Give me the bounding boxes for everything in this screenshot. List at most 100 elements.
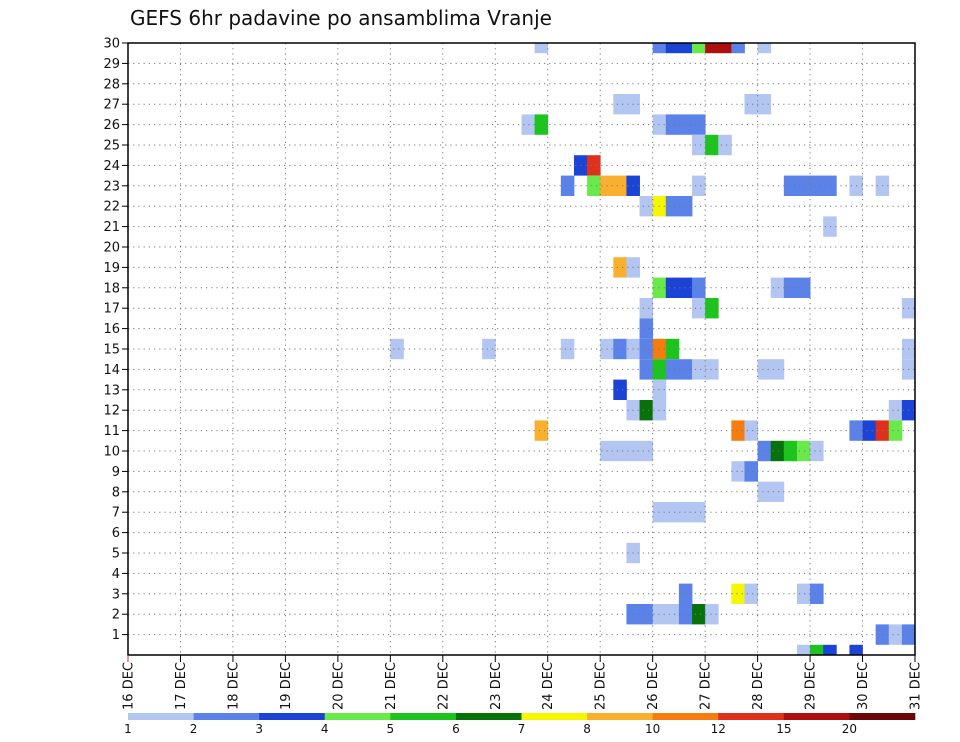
- cell-50: [639, 298, 654, 319]
- cell-95: [796, 440, 811, 462]
- cell-122: [810, 644, 824, 655]
- cell-104: [692, 502, 706, 523]
- cell-102: [665, 502, 680, 523]
- y-tick-label: 14: [103, 363, 120, 378]
- cell-39: [678, 196, 693, 217]
- colorbar-label: 4: [321, 722, 329, 736]
- cell-21: [718, 134, 732, 156]
- x-date-label: 26 DEC: [646, 662, 661, 710]
- cell-97: [731, 461, 745, 482]
- cell-82: [731, 420, 745, 441]
- cell-106: [678, 583, 693, 604]
- y-tick-label: 17: [103, 302, 120, 317]
- cell-52: [705, 298, 719, 319]
- y-tick-label: 10: [103, 445, 120, 460]
- x-date-label: 31 DEC: [909, 662, 924, 710]
- cell-89: [613, 440, 627, 462]
- cell-81: [534, 420, 549, 441]
- colorbar-swatch: [128, 713, 194, 720]
- cell-1: [652, 43, 667, 54]
- cell-92: [757, 440, 772, 462]
- cell-5: [705, 43, 719, 54]
- x-date-label: 24 DEC: [541, 662, 556, 710]
- cell-23: [587, 155, 601, 176]
- y-tick-label: 30: [103, 37, 120, 52]
- cell-6: [718, 43, 732, 54]
- cell-114: [665, 604, 680, 625]
- cell-12: [757, 94, 772, 115]
- cell-46: [692, 277, 706, 298]
- cell-7: [731, 43, 745, 54]
- cell-116: [692, 604, 706, 625]
- cell-44: [665, 277, 680, 298]
- cell-99: [757, 481, 772, 502]
- y-tick-label: 22: [103, 200, 120, 215]
- colorbar-label: 10: [645, 722, 660, 736]
- colorbar-label: 8: [583, 722, 591, 736]
- colorbar-swatch: [587, 713, 653, 720]
- y-tick-label: 5: [112, 547, 120, 562]
- colorbar-label: 6: [452, 722, 460, 736]
- cell-9: [613, 94, 627, 115]
- colorbar-label: 5: [387, 722, 395, 736]
- colorbar-label: 15: [776, 722, 791, 736]
- cell-27: [613, 175, 627, 196]
- colorbar-label: 1: [124, 722, 132, 736]
- colorbar-swatch: [193, 713, 260, 720]
- colorbar-label: 20: [842, 722, 857, 736]
- cell-87: [888, 420, 903, 441]
- cell-47: [770, 277, 785, 298]
- cell-54: [639, 318, 654, 339]
- y-tick-label: 13: [103, 383, 120, 398]
- cell-0: [534, 43, 549, 54]
- cell-107: [731, 583, 745, 604]
- x-date-label: 18 DEC: [226, 662, 241, 710]
- y-tick-label: 3: [112, 587, 120, 602]
- x-date-label: 19 DEC: [279, 662, 294, 710]
- cell-49: [796, 277, 811, 298]
- cell-72: [770, 359, 785, 380]
- cell-74: [613, 379, 627, 400]
- cell-65: [639, 359, 654, 380]
- cell-59: [613, 338, 627, 360]
- cell-98: [744, 461, 758, 482]
- cell-67: [665, 359, 680, 380]
- cell-91: [639, 440, 654, 462]
- y-tick-label: 25: [103, 139, 120, 154]
- y-tick-label: 9: [112, 465, 120, 480]
- cell-110: [810, 583, 824, 604]
- x-date-label: 27 DEC: [699, 662, 714, 710]
- x-date-label: 20 DEC: [331, 662, 346, 710]
- colorbar-swatch: [718, 713, 785, 720]
- y-tick-label: 18: [103, 281, 120, 296]
- cell-48: [783, 277, 798, 298]
- cell-30: [783, 175, 798, 196]
- y-tick-label: 6: [112, 526, 120, 541]
- cell-119: [888, 624, 903, 645]
- y-tick-label: 26: [103, 118, 120, 133]
- x-date-label: 22 DEC: [436, 662, 451, 710]
- cell-20: [705, 134, 719, 156]
- cell-69: [692, 359, 706, 380]
- y-tick-label: 27: [103, 98, 120, 113]
- x-date-label: 25 DEC: [594, 662, 609, 710]
- cell-13: [521, 114, 536, 135]
- y-tick-label: 8: [112, 485, 120, 500]
- cell-71: [757, 359, 772, 380]
- cell-40: [823, 216, 837, 237]
- colorbar-swatch: [324, 713, 391, 720]
- y-tick-label: 4: [112, 567, 120, 582]
- cell-100: [770, 481, 785, 502]
- x-axis: 16 DEC 17 DEC 18 DEC 19 DEC 20 DEC 21 DEC 22 D…: [122, 655, 924, 710]
- cell-8: [757, 43, 772, 54]
- cell-56: [482, 338, 496, 360]
- cell-25: [587, 175, 601, 196]
- cell-93: [770, 440, 785, 462]
- cell-96: [810, 440, 824, 462]
- colorbar-swatch: [783, 713, 850, 720]
- y-tick-label: 7: [112, 506, 120, 521]
- cell-41: [613, 257, 627, 278]
- cell-124: [849, 644, 863, 655]
- colorbar-swatch: [849, 713, 916, 720]
